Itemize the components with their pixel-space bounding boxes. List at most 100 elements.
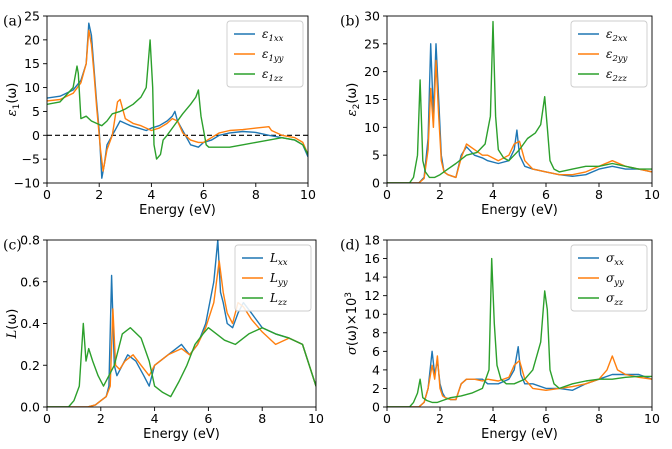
y-tick-label: 30 [364, 9, 380, 24]
y-axis-label: ε1(ω) [5, 83, 22, 117]
chart-panel-2: (b) 0 2 4 6 8 10 0 5 10 15 20 25 30 Energy (eV) ε2(ω) ε2… [340, 9, 660, 219]
x-tick-label: 2 [97, 411, 105, 426]
series-group [387, 257, 652, 407]
y-tick-label: 25 [24, 9, 40, 24]
series-line-yy [47, 29, 308, 172]
x-tick-label: 0 [43, 187, 51, 202]
y-tick-label: 0 [32, 128, 40, 143]
x-tick-label: 6 [542, 411, 550, 426]
x-tick-label: 8 [258, 411, 266, 426]
x-tick-label: 6 [200, 187, 208, 202]
x-axis-label: Energy (eV) [481, 427, 558, 442]
legend-entry-zz: σzz [606, 291, 624, 308]
x-axis-label: Energy (eV) [139, 203, 216, 218]
y-tick-label: 20 [24, 32, 40, 47]
y-tick-label: 18 [364, 233, 380, 248]
legend-entry-xx: ε1xx [262, 27, 284, 44]
y-tick-label: 5 [372, 148, 380, 163]
x-tick-label: 6 [542, 187, 550, 202]
chart-panel-1: (a) 0 2 4 6 8 10 −10 −5 0 5 10 15 20 25 Energy (eV) ε1(ω… [3, 9, 316, 219]
legend-box [234, 244, 312, 312]
x-tick-label: 8 [252, 187, 260, 202]
y-tick-label: −5 [22, 152, 40, 167]
x-tick-label: 10 [308, 411, 324, 426]
y-tick-label: 0 [372, 176, 380, 191]
x-tick-label: 10 [300, 187, 316, 202]
y-tick-label: 12 [364, 288, 380, 303]
legend: ε1xx ε1yy ε1zz [226, 20, 304, 88]
y-tick-label: 16 [364, 251, 380, 266]
series-line-yy [387, 355, 652, 407]
y-axis-label: L(ω) [5, 309, 20, 340]
panel-label: (a) [3, 14, 22, 30]
x-tick-label: 6 [204, 411, 212, 426]
y-tick-label: 20 [364, 64, 380, 79]
y-axis-label: ε2(ω) [345, 83, 362, 117]
legend: Lxx Lyy Lzz [234, 244, 312, 312]
legend-entry-yy: Lyy [269, 271, 288, 288]
series-line-yy [387, 59, 652, 183]
y-tick-label: 4 [372, 362, 380, 377]
legend-entry-yy: ε2yy [606, 47, 628, 64]
x-tick-label: 8 [595, 411, 603, 426]
y-tick-label: 0.0 [20, 400, 40, 415]
y-tick-label: 10 [24, 80, 40, 95]
axes-frame [386, 239, 653, 408]
y-tick-label: 0.2 [20, 358, 40, 373]
y-tick-label: 5 [32, 104, 40, 119]
y-axis-label: σ(ω)×103 [344, 292, 360, 355]
x-tick-label: 0 [43, 411, 51, 426]
x-tick-label: 8 [595, 187, 603, 202]
y-tick-label: 2 [372, 381, 380, 396]
legend: σxx σyy σzz [570, 244, 648, 312]
legend-box [570, 20, 648, 88]
x-tick-label: 4 [151, 411, 159, 426]
y-tick-label: 14 [364, 270, 380, 285]
y-tick-label: 10 [364, 307, 380, 322]
x-tick-label: 10 [644, 411, 660, 426]
legend: ε2xx ε2yy ε2zz [570, 20, 648, 88]
x-tick-label: 4 [489, 187, 497, 202]
x-tick-label: 2 [436, 187, 444, 202]
y-tick-label: 15 [364, 92, 380, 107]
y-tick-label: 8 [372, 325, 380, 340]
x-tick-label: 2 [436, 411, 444, 426]
y-tick-label: 0.6 [20, 274, 40, 289]
legend-entry-zz: ε1zz [262, 67, 283, 84]
panel-label: (d) [340, 238, 360, 254]
y-tick-label: 0 [372, 400, 380, 415]
chart-panel-3: (c) 0 2 4 6 8 10 0.0 0.2 0.4 0.6 0.8 Energy (eV) L(ω)… [3, 233, 324, 443]
legend-box [570, 244, 648, 312]
y-tick-label: 15 [24, 56, 40, 71]
legend-entry-zz: ε2zz [606, 67, 627, 84]
series-line-zz [387, 20, 652, 183]
legend-box [226, 20, 304, 88]
legend-entry-yy: σyy [606, 271, 624, 288]
x-tick-label: 10 [644, 187, 660, 202]
legend-entry-xx: ε2xx [606, 27, 628, 44]
series-line-zz [387, 257, 652, 407]
x-tick-label: 2 [95, 187, 103, 202]
series-line-zz [47, 322, 316, 407]
y-tick-label: 0.8 [20, 233, 40, 248]
series-group [47, 22, 308, 179]
y-tick-label: 25 [364, 36, 380, 51]
y-tick-label: 6 [372, 344, 380, 359]
y-tick-label: −10 [14, 176, 40, 191]
x-tick-label: 0 [383, 411, 391, 426]
series-group [387, 20, 652, 183]
x-tick-label: 4 [489, 411, 497, 426]
series-line-zz [47, 39, 308, 160]
x-axis-label: Energy (eV) [481, 203, 558, 218]
legend-entry-zz: Lzz [269, 291, 287, 308]
axes-frame [46, 15, 309, 184]
legend-entry-yy: ε1yy [262, 47, 284, 64]
panel-label: (b) [340, 14, 360, 30]
legend-entry-xx: Lxx [269, 251, 288, 268]
x-tick-label: 0 [383, 187, 391, 202]
y-tick-label: 10 [364, 120, 380, 135]
y-tick-label: 0.4 [20, 316, 40, 331]
legend-entry-xx: σxx [606, 251, 624, 268]
